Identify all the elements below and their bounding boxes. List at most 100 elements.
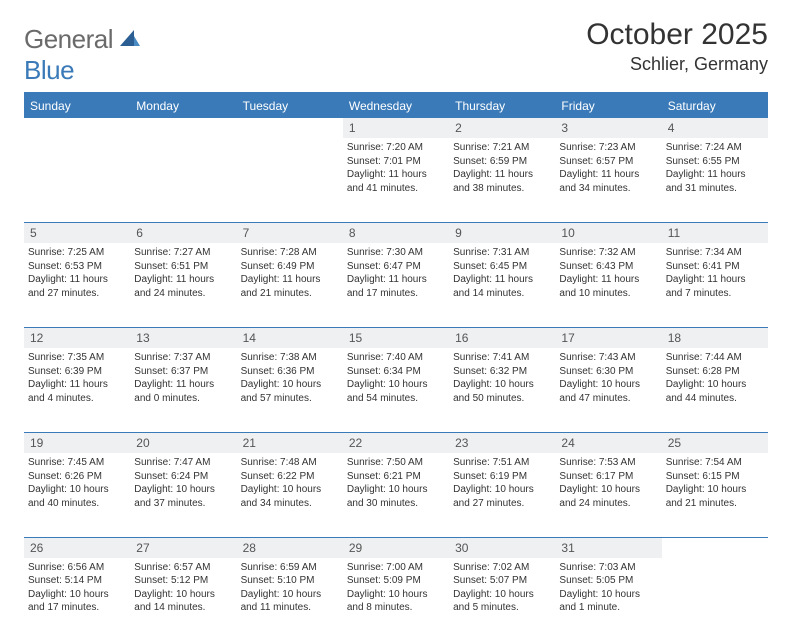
header: General Blue October 2025 Schlier, Germa…: [24, 18, 768, 86]
title-block: October 2025 Schlier, Germany: [586, 18, 768, 75]
sunset-text: Sunset: 6:39 PM: [28, 365, 126, 379]
sunset-text: Sunset: 6:41 PM: [666, 260, 764, 274]
sunset-text: Sunset: 6:43 PM: [559, 260, 657, 274]
daylight-text: Daylight: 10 hours and 21 minutes.: [666, 483, 764, 510]
sunrise-text: Sunrise: 6:57 AM: [134, 561, 232, 575]
sunset-text: Sunset: 5:05 PM: [559, 574, 657, 588]
daylight-text: Daylight: 11 hours and 21 minutes.: [241, 273, 339, 300]
day-cell: Sunrise: 7:30 AMSunset: 6:47 PMDaylight:…: [343, 243, 449, 327]
sunset-text: Sunset: 6:32 PM: [453, 365, 551, 379]
day-content-row: Sunrise: 7:35 AMSunset: 6:39 PMDaylight:…: [24, 348, 768, 432]
day-cell: [130, 138, 236, 222]
day-cell: Sunrise: 7:41 AMSunset: 6:32 PMDaylight:…: [449, 348, 555, 432]
day-cell: Sunrise: 6:56 AMSunset: 5:14 PMDaylight:…: [24, 558, 130, 642]
sunset-text: Sunset: 7:01 PM: [347, 155, 445, 169]
day-number: 21: [237, 432, 343, 453]
day-number: [130, 118, 236, 138]
day-number: 10: [555, 222, 661, 243]
sunrise-text: Sunrise: 7:40 AM: [347, 351, 445, 365]
day-number: 30: [449, 537, 555, 558]
sunset-text: Sunset: 6:34 PM: [347, 365, 445, 379]
day-number: 23: [449, 432, 555, 453]
sunrise-text: Sunrise: 7:50 AM: [347, 456, 445, 470]
day-cell: Sunrise: 7:47 AMSunset: 6:24 PMDaylight:…: [130, 453, 236, 537]
weekday-header: Sunday: [24, 93, 130, 118]
sunset-text: Sunset: 6:15 PM: [666, 470, 764, 484]
sunset-text: Sunset: 6:30 PM: [559, 365, 657, 379]
sunset-text: Sunset: 6:24 PM: [134, 470, 232, 484]
day-number-row: 567891011: [24, 222, 768, 243]
sunset-text: Sunset: 6:21 PM: [347, 470, 445, 484]
sunrise-text: Sunrise: 7:45 AM: [28, 456, 126, 470]
sunrise-text: Sunrise: 7:25 AM: [28, 246, 126, 260]
day-cell: Sunrise: 7:34 AMSunset: 6:41 PMDaylight:…: [662, 243, 768, 327]
sunset-text: Sunset: 6:53 PM: [28, 260, 126, 274]
daylight-text: Daylight: 10 hours and 8 minutes.: [347, 588, 445, 615]
day-number-row: 1234: [24, 118, 768, 138]
day-cell: Sunrise: 7:20 AMSunset: 7:01 PMDaylight:…: [343, 138, 449, 222]
daylight-text: Daylight: 11 hours and 0 minutes.: [134, 378, 232, 405]
sunrise-text: Sunrise: 7:37 AM: [134, 351, 232, 365]
daylight-text: Daylight: 10 hours and 24 minutes.: [559, 483, 657, 510]
day-cell: Sunrise: 7:28 AMSunset: 6:49 PMDaylight:…: [237, 243, 343, 327]
sunrise-text: Sunrise: 7:34 AM: [666, 246, 764, 260]
day-cell: Sunrise: 7:50 AMSunset: 6:21 PMDaylight:…: [343, 453, 449, 537]
day-number: 15: [343, 327, 449, 348]
day-cell: [237, 138, 343, 222]
day-number: 6: [130, 222, 236, 243]
sunset-text: Sunset: 6:55 PM: [666, 155, 764, 169]
day-number: 7: [237, 222, 343, 243]
sunrise-text: Sunrise: 7:20 AM: [347, 141, 445, 155]
sunset-text: Sunset: 6:47 PM: [347, 260, 445, 274]
day-cell: Sunrise: 7:02 AMSunset: 5:07 PMDaylight:…: [449, 558, 555, 642]
day-number: 3: [555, 118, 661, 138]
sunset-text: Sunset: 6:49 PM: [241, 260, 339, 274]
day-cell: Sunrise: 7:48 AMSunset: 6:22 PMDaylight:…: [237, 453, 343, 537]
day-number: 12: [24, 327, 130, 348]
day-cell: Sunrise: 7:51 AMSunset: 6:19 PMDaylight:…: [449, 453, 555, 537]
sunrise-text: Sunrise: 7:21 AM: [453, 141, 551, 155]
day-number: 9: [449, 222, 555, 243]
day-number: 22: [343, 432, 449, 453]
daylight-text: Daylight: 10 hours and 54 minutes.: [347, 378, 445, 405]
day-content-row: Sunrise: 6:56 AMSunset: 5:14 PMDaylight:…: [24, 558, 768, 642]
day-content-row: Sunrise: 7:20 AMSunset: 7:01 PM Daylight:…: [24, 138, 768, 222]
day-number: 4: [662, 118, 768, 138]
day-cell: Sunrise: 7:53 AMSunset: 6:17 PMDaylight:…: [555, 453, 661, 537]
logo-text-block: General Blue: [24, 24, 140, 86]
daylight-text: Daylight: 11 hours and 24 minutes.: [134, 273, 232, 300]
day-number: 18: [662, 327, 768, 348]
day-number: 29: [343, 537, 449, 558]
day-number: 11: [662, 222, 768, 243]
daylight-text: Daylight: 10 hours and 1 minute.: [559, 588, 657, 615]
daylight-text: Daylight: 11 hours and 14 minutes.: [453, 273, 551, 300]
weekday-header: Wednesday: [343, 93, 449, 118]
sunset-text: Sunset: 6:17 PM: [559, 470, 657, 484]
sunrise-text: Sunrise: 7:30 AM: [347, 246, 445, 260]
day-cell: Sunrise: 7:54 AMSunset: 6:15 PMDaylight:…: [662, 453, 768, 537]
day-cell: Sunrise: 6:57 AMSunset: 5:12 PMDaylight:…: [130, 558, 236, 642]
logo: General Blue: [24, 18, 140, 86]
day-cell: Sunrise: 7:00 AMSunset: 5:09 PMDaylight:…: [343, 558, 449, 642]
daylight-text: Daylight: 10 hours and 34 minutes.: [241, 483, 339, 510]
sunset-text: Sunset: 6:59 PM: [453, 155, 551, 169]
daylight-text: Daylight: 11 hours and 34 minutes.: [559, 168, 657, 195]
day-cell: Sunrise: 7:03 AMSunset: 5:05 PMDaylight:…: [555, 558, 661, 642]
sunrise-text: Sunrise: 7:47 AM: [134, 456, 232, 470]
day-cell: Sunrise: 7:27 AMSunset: 6:51 PMDaylight:…: [130, 243, 236, 327]
sunrise-text: Sunrise: 6:59 AM: [241, 561, 339, 575]
day-number-row: 19202122232425: [24, 432, 768, 453]
day-cell: Sunrise: 7:24 AMSunset: 6:55 PMDaylight:…: [662, 138, 768, 222]
day-number: 8: [343, 222, 449, 243]
logo-word1: General: [24, 24, 113, 54]
day-number: 20: [130, 432, 236, 453]
sunrise-text: Sunrise: 7:41 AM: [453, 351, 551, 365]
sunrise-text: Sunrise: 7:31 AM: [453, 246, 551, 260]
sunrise-text: Sunrise: 7:48 AM: [241, 456, 339, 470]
sunrise-text: Sunrise: 7:51 AM: [453, 456, 551, 470]
weekday-header: Saturday: [662, 93, 768, 118]
daylight-text: Daylight: 10 hours and 47 minutes.: [559, 378, 657, 405]
day-number: 13: [130, 327, 236, 348]
day-number: 17: [555, 327, 661, 348]
day-number: 28: [237, 537, 343, 558]
